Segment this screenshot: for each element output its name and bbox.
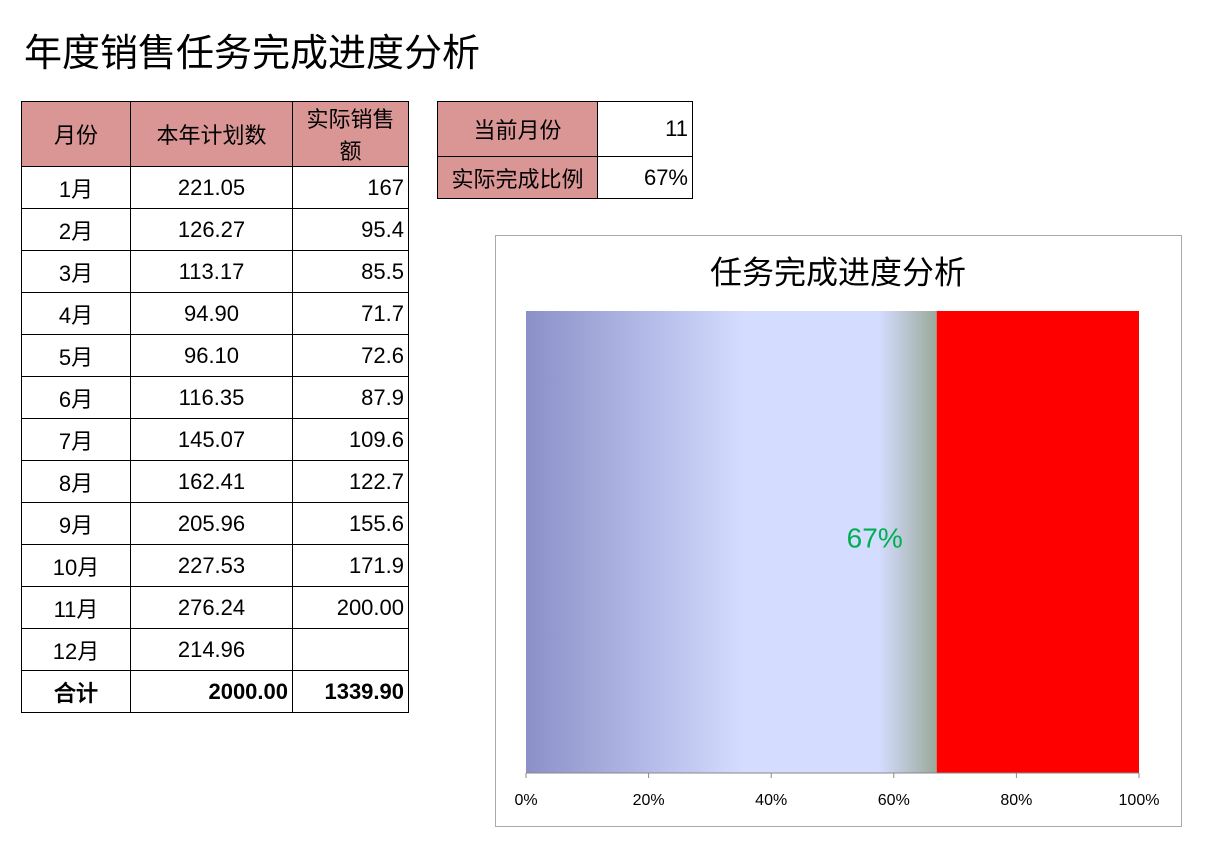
table-cell: 实际销售额: [292, 101, 409, 167]
table-cell: 109.6: [292, 418, 409, 461]
table-row: 2月 126.27 95.4: [21, 208, 409, 251]
table-row: 10月 227.53 171.9: [21, 544, 409, 587]
table-cell: 11: [597, 101, 693, 157]
table-cell: 4月: [21, 292, 131, 335]
x-tick-label: 80%: [1000, 792, 1032, 809]
x-tick-label: 20%: [633, 792, 665, 809]
data-label: 67%: [847, 522, 903, 553]
table-cell: 6月: [21, 376, 131, 419]
table-row: 3月 113.17 85.5: [21, 250, 409, 293]
table-cell: 72.6: [292, 334, 409, 377]
table-cell: 9月: [21, 502, 131, 545]
table-row: 合计 2000.00 1339.90: [21, 670, 409, 713]
table-cell: 227.53: [130, 544, 293, 587]
bar: [526, 311, 937, 773]
table-row: 1月 221.05 167: [21, 166, 409, 209]
table-row: 5月 96.10 72.6: [21, 334, 409, 377]
chart: 任务完成进度分析 67% 0% 20% 40% 60% 80% 100%: [495, 235, 1182, 827]
table-cell: 85.5: [292, 250, 409, 293]
table-cell: 122.7: [292, 460, 409, 503]
table-cell: 5月: [21, 334, 131, 377]
table-cell: 实际完成比例: [437, 156, 598, 199]
table-cell: 71.7: [292, 292, 409, 335]
table-cell: 155.6: [292, 502, 409, 545]
table-cell: 2000.00: [130, 670, 293, 713]
x-tick-label: 60%: [878, 792, 910, 809]
table-cell: 95.4: [292, 208, 409, 251]
sales-table: 月份 本年计划数 实际销售额 1月 221.05 167 2月 126.27 95.4 3月 113…: [21, 101, 409, 713]
table-row: 月份 本年计划数 实际销售额: [21, 101, 409, 167]
table-cell: 10月: [21, 544, 131, 587]
x-tick-label: 100%: [1119, 792, 1160, 809]
table-row: 12月 214.96: [21, 628, 409, 671]
table-cell: 3月: [21, 250, 131, 293]
table-cell: 221.05: [130, 166, 293, 209]
table-cell: 月份: [21, 101, 131, 167]
table-row: 4月 94.90 71.7: [21, 292, 409, 335]
table-row: 6月 116.35 87.9: [21, 376, 409, 419]
x-tick-label: 0%: [514, 792, 537, 809]
chart-title: 任务完成进度分析: [710, 254, 966, 290]
table-cell: 11月: [21, 586, 131, 629]
table-cell: 96.10: [130, 334, 293, 377]
table-row: 9月 205.96 155.6: [21, 502, 409, 545]
bar: [936, 311, 1139, 773]
table-cell: 当前月份: [437, 101, 598, 157]
table-cell: 8月: [21, 460, 131, 503]
table-cell: 205.96: [130, 502, 293, 545]
table-cell: 113.17: [130, 250, 293, 293]
table-cell: 合计: [21, 670, 131, 713]
table-cell: 200.00: [292, 586, 409, 629]
table-row: 7月 145.07 109.6: [21, 418, 409, 461]
page-title: 年度销售任务完成进度分析: [24, 33, 481, 75]
info-table: 当前月份 11 实际完成比例 67%: [437, 101, 693, 199]
table-cell: 171.9: [292, 544, 409, 587]
table-cell: 12月: [21, 628, 131, 671]
table-row: 当前月份 11: [437, 101, 693, 157]
table-cell: 162.41: [130, 460, 293, 503]
table-cell: 116.35: [130, 376, 293, 419]
table-cell: 145.07: [130, 418, 293, 461]
table-cell: 87.9: [292, 376, 409, 419]
table-cell: 1月: [21, 166, 131, 209]
table-cell: 126.27: [130, 208, 293, 251]
table-cell: 2月: [21, 208, 131, 251]
table-cell: 214.96: [130, 628, 293, 671]
table-cell: 276.24: [130, 586, 293, 629]
x-tick-label: 40%: [755, 792, 787, 809]
table-cell: 7月: [21, 418, 131, 461]
table-cell: 67%: [597, 156, 693, 199]
table-cell: 1339.90: [292, 670, 409, 713]
table-row: 8月 162.41 122.7: [21, 460, 409, 503]
table-cell: [292, 628, 409, 671]
table-row: 11月 276.24 200.00: [21, 586, 409, 629]
table-cell: 167: [292, 166, 409, 209]
table-cell: 本年计划数: [130, 101, 293, 167]
table-cell: 94.90: [130, 292, 293, 335]
table-row: 实际完成比例 67%: [437, 156, 693, 199]
